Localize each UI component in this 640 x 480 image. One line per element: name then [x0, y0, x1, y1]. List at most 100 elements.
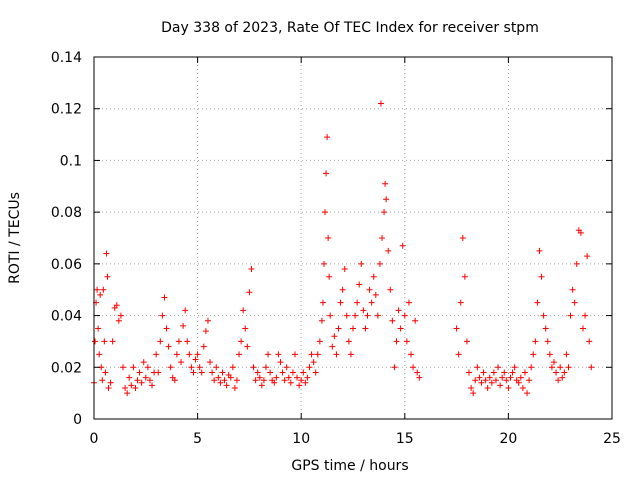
data-point — [107, 379, 114, 386]
data-point — [511, 364, 518, 371]
data-point — [196, 364, 203, 371]
data-point — [414, 369, 421, 376]
data-point — [579, 325, 586, 332]
data-point — [178, 359, 185, 366]
data-point — [99, 377, 106, 384]
data-point — [190, 369, 197, 376]
data-point — [393, 338, 400, 345]
data-point — [461, 273, 468, 280]
data-point — [277, 359, 284, 366]
data-point — [335, 325, 342, 332]
data-point — [95, 325, 102, 332]
data-point — [550, 359, 557, 366]
data-point — [582, 312, 589, 319]
x-tick-label: 5 — [193, 431, 202, 447]
data-point — [492, 377, 499, 384]
data-point — [389, 317, 396, 324]
data-point — [159, 312, 166, 319]
data-point — [453, 325, 460, 332]
data-point — [555, 377, 562, 384]
data-point — [503, 377, 510, 384]
data-point — [122, 384, 129, 391]
data-point — [171, 377, 178, 384]
data-point — [279, 369, 286, 376]
data-point — [410, 364, 417, 371]
data-point — [92, 338, 99, 345]
data-point — [412, 317, 419, 324]
data-point — [584, 253, 591, 260]
data-point — [161, 294, 168, 301]
data-point — [256, 374, 263, 381]
data-point — [287, 379, 294, 386]
data-point — [223, 382, 230, 389]
data-point — [194, 351, 201, 358]
data-point — [463, 338, 470, 345]
data-point — [561, 369, 568, 376]
data-point — [399, 242, 406, 249]
data-point — [397, 325, 404, 332]
data-point — [381, 209, 388, 216]
data-point — [476, 374, 483, 381]
data-point — [480, 369, 487, 376]
data-point — [188, 364, 195, 371]
data-point — [356, 281, 363, 288]
data-point — [470, 390, 477, 397]
y-tick-label: 0.12 — [51, 102, 82, 118]
data-point — [524, 390, 531, 397]
data-point — [296, 382, 303, 389]
data-point — [291, 351, 298, 358]
y-tick-label: 0.02 — [51, 360, 82, 376]
data-point — [352, 312, 359, 319]
data-point — [385, 247, 392, 254]
data-point — [326, 273, 333, 280]
data-point — [198, 369, 205, 376]
y-tick-label: 0.08 — [51, 205, 82, 221]
data-point — [142, 374, 149, 381]
data-point — [209, 369, 216, 376]
data-point — [457, 299, 464, 306]
data-point — [488, 379, 495, 386]
data-point — [559, 374, 566, 381]
data-point — [416, 374, 423, 381]
data-point — [319, 299, 326, 306]
data-point — [97, 291, 104, 298]
data-point — [115, 317, 122, 324]
data-point — [403, 338, 410, 345]
data-point — [347, 351, 354, 358]
data-point — [312, 369, 319, 376]
data-point — [343, 312, 350, 319]
data-point — [207, 359, 214, 366]
data-point — [536, 247, 543, 254]
data-point — [124, 390, 131, 397]
data-point — [192, 356, 199, 363]
data-point — [515, 379, 522, 386]
data-point — [323, 170, 330, 177]
data-point — [391, 364, 398, 371]
data-point — [501, 369, 508, 376]
data-point — [96, 351, 103, 358]
data-point — [289, 369, 296, 376]
data-point — [325, 235, 332, 241]
data-point — [100, 286, 107, 293]
data-point — [308, 351, 315, 358]
data-point — [132, 384, 139, 391]
data-point — [573, 260, 580, 267]
data-point — [252, 377, 259, 384]
data-point — [294, 374, 301, 381]
data-point — [117, 312, 124, 319]
plot-frame — [93, 56, 613, 420]
data-point — [341, 266, 348, 273]
data-point — [563, 351, 570, 358]
data-point — [244, 343, 251, 350]
data-point — [310, 359, 317, 366]
data-point — [236, 351, 243, 358]
grid — [94, 57, 612, 419]
data-point — [368, 299, 375, 306]
data-point — [484, 384, 491, 391]
data-point — [586, 338, 593, 345]
data-point — [532, 338, 539, 345]
data-point — [254, 369, 261, 376]
data-point — [339, 286, 346, 293]
data-point — [130, 364, 137, 371]
